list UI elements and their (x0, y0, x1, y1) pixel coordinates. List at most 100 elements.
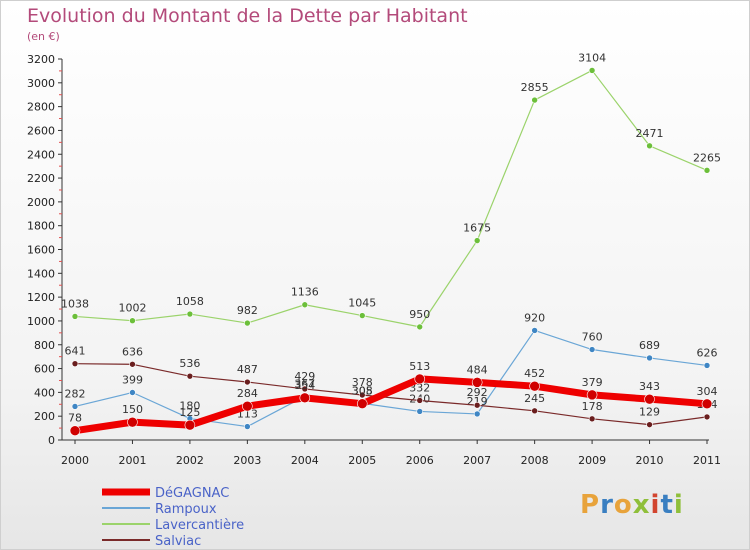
point-salviac-2001 (129, 360, 136, 368)
data-label-salviac-2004: 429 (294, 370, 315, 383)
y-tick-label-800: 800 (34, 339, 55, 352)
x-tick-label-2007: 2007 (463, 454, 491, 467)
point-d-gagnac-2007 (471, 377, 483, 388)
y-tick-label-1800: 1800 (27, 220, 55, 233)
legend-label-d-gagnac: DéGAGNAC (155, 486, 229, 501)
point-salviac-2008 (531, 407, 538, 415)
point-d-gagnac-2011 (701, 398, 713, 410)
x-tick-label-2011: 2011 (693, 454, 721, 467)
y-tick-label-2800: 2800 (27, 101, 55, 114)
x-tick-label-2003: 2003 (233, 454, 261, 467)
point-salviac-2006 (416, 397, 424, 404)
point-lavercanti-re-2006 (416, 323, 424, 331)
point-d-gagnac-2010 (644, 393, 655, 405)
point-salviac-2010 (646, 421, 653, 428)
point-d-gagnac-2004 (299, 392, 311, 404)
chart-title: Evolution du Montant de la Dette par Hab… (27, 5, 468, 27)
y-tick-label-2600: 2600 (27, 124, 55, 137)
x-tick-label-2006: 2006 (406, 454, 434, 467)
y-tick-label-1600: 1600 (27, 244, 55, 257)
x-tick-label-2001: 2001 (118, 454, 146, 467)
point-lavercanti-re-2007 (473, 237, 481, 244)
point-d-gagnac-2001 (127, 416, 138, 428)
data-label-d-gagnac-2000: 78 (68, 412, 82, 425)
y-tick-label-1000: 1000 (27, 315, 55, 328)
point-rampoux-2003 (244, 423, 251, 430)
point-salviac-2005 (358, 391, 366, 399)
data-label-d-gagnac-2009: 379 (582, 376, 603, 389)
x-tick-label-2002: 2002 (176, 454, 204, 467)
data-label-d-gagnac-2005: 305 (352, 385, 373, 398)
data-label-d-gagnac-2008: 452 (524, 367, 545, 380)
legend-label-rampoux: Rampoux (155, 502, 217, 517)
data-label-lavercanti-re-2000: 1038 (61, 297, 89, 310)
point-d-gagnac-2009 (586, 389, 598, 401)
x-tick-label-2010: 2010 (636, 454, 664, 467)
point-lavercanti-re-2008 (531, 96, 538, 104)
point-rampoux-2000 (71, 403, 79, 410)
data-label-lavercanti-re-2008: 2855 (521, 81, 549, 94)
data-label-lavercanti-re-2011: 2265 (693, 151, 721, 164)
point-lavercanti-re-2001 (129, 317, 136, 324)
data-label-lavercanti-re-2010: 2471 (636, 127, 664, 140)
point-rampoux-2011 (703, 362, 711, 369)
y-tick-label-1400: 1400 (27, 267, 55, 280)
point-salviac-2002 (186, 372, 194, 380)
y-tick-label-2000: 2000 (27, 196, 55, 209)
data-label-salviac-2007: 292 (467, 386, 488, 399)
data-label-salviac-2003: 487 (237, 363, 258, 376)
point-lavercanti-re-2009 (588, 67, 596, 74)
point-rampoux-2006 (416, 408, 424, 415)
series-line-rampoux (74, 329, 708, 428)
data-label-d-gagnac-2010: 343 (639, 380, 660, 393)
y-tick-label-0: 0 (48, 434, 55, 447)
series-line-lavercanti-re (74, 69, 708, 328)
point-salviac-2000 (71, 360, 79, 367)
point-d-gagnac-2005 (356, 398, 368, 409)
series-line-salviac (74, 363, 708, 426)
data-label-salviac-2002: 536 (179, 357, 200, 370)
y-tick-label-3000: 3000 (27, 77, 55, 90)
y-tick-label-600: 600 (34, 363, 55, 376)
legend-label-salviac: Salviac (155, 534, 201, 549)
data-label-rampoux-2009: 760 (582, 331, 603, 344)
point-d-gagnac-2008 (529, 380, 540, 392)
data-label-salviac-2010: 129 (639, 406, 660, 419)
point-lavercanti-re-2002 (186, 310, 194, 318)
point-salviac-2007 (473, 401, 481, 409)
data-label-d-gagnac-2007: 484 (467, 363, 488, 376)
point-rampoux-2001 (129, 389, 136, 396)
data-label-d-gagnac-2011: 304 (697, 385, 718, 398)
point-rampoux-2009 (588, 346, 596, 353)
x-tick-label-2000: 2000 (61, 454, 89, 467)
x-tick-label-2004: 2004 (291, 454, 319, 467)
data-label-lavercanti-re-2006: 950 (409, 308, 430, 321)
y-tick-label-2200: 2200 (27, 172, 55, 185)
point-lavercanti-re-2010 (646, 142, 653, 150)
data-label-d-gagnac-2003: 284 (237, 387, 258, 400)
point-salviac-2003 (244, 378, 251, 386)
point-lavercanti-re-2011 (703, 167, 711, 174)
point-d-gagnac-2003 (242, 400, 253, 412)
x-tick-label-2005: 2005 (348, 454, 376, 467)
x-tick-label-2009: 2009 (578, 454, 606, 467)
chart-subtitle: (en €) (27, 30, 60, 43)
data-label-salviac-2009: 178 (582, 400, 603, 413)
data-label-salviac-2001: 636 (122, 345, 143, 358)
data-label-rampoux-2008: 920 (524, 311, 545, 324)
data-label-d-gagnac-2001: 150 (122, 403, 143, 416)
data-label-salviac-2000: 641 (65, 345, 86, 358)
point-salviac-2011 (703, 413, 711, 421)
data-label-lavercanti-re-2005: 1045 (348, 297, 376, 310)
point-d-gagnac-2006 (414, 373, 426, 385)
point-rampoux-2007 (473, 410, 481, 418)
data-label-lavercanti-re-2001: 1002 (118, 302, 146, 315)
data-label-salviac-2008: 245 (524, 392, 545, 405)
y-tick-label-2400: 2400 (27, 148, 55, 161)
data-label-lavercanti-re-2007: 1675 (463, 222, 491, 235)
point-salviac-2004 (301, 385, 309, 393)
data-label-d-gagnac-2006: 513 (409, 360, 430, 373)
point-lavercanti-re-2003 (244, 319, 251, 327)
data-label-d-gagnac-2002: 125 (179, 406, 200, 419)
